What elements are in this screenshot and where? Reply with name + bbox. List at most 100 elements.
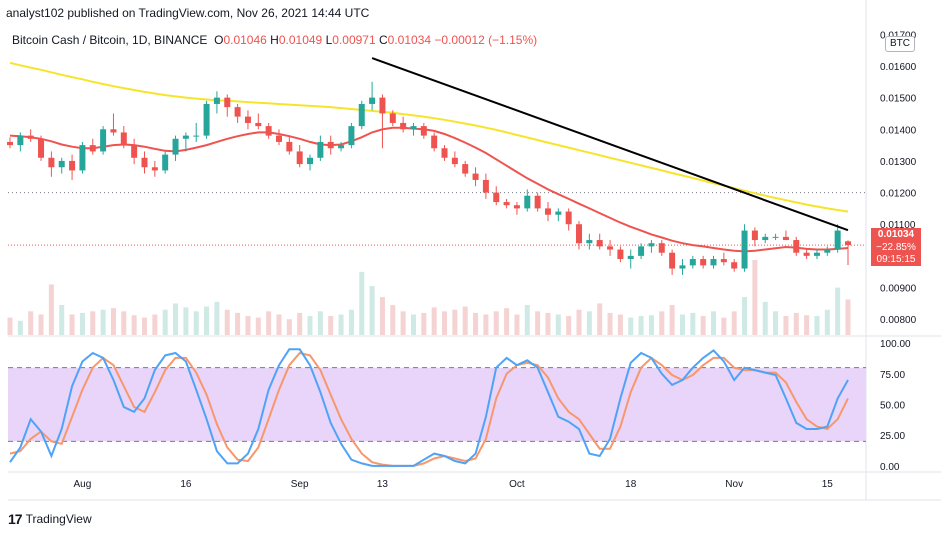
volume-bar [121,311,127,335]
volume-bar [566,316,572,335]
volume-bar [535,311,541,335]
osc-tick-label: 0.00 [880,462,900,473]
candle-body [358,103,365,127]
time-tick-label: 18 [625,479,637,490]
volume-bar [69,314,75,335]
volume-bar [400,311,406,335]
volume-bar [607,312,613,335]
volume-bar [297,312,303,335]
volume-bar [504,308,510,335]
candle-body [110,129,117,133]
publisher-caption: analyst102 published on TradingView.com,… [6,6,369,20]
candle-body [710,259,717,266]
candle-body [834,230,841,250]
candle-body [203,103,210,136]
open-label: O [214,33,224,47]
candle-body [379,97,386,114]
candle-body [389,113,396,123]
volume-bar [835,287,841,335]
volume-bar [524,305,530,335]
candle-body [472,173,479,180]
volume-bar [79,312,85,335]
close-value: 0.01034 [387,33,432,47]
volume-bar [483,314,489,335]
footer-brand[interactable]: 17 TradingView [8,511,92,527]
time-tick-label: 15 [822,479,834,490]
volume-bar [711,311,717,335]
candle-body [151,167,158,171]
volume-bar [742,297,748,335]
volume-bar [59,305,65,335]
volume-bar [90,311,96,335]
volume-bar [38,314,44,335]
candle-body [58,160,65,168]
candle-body [576,224,583,244]
candle-body [648,243,655,247]
candle-body [658,243,665,253]
volume-bar [773,311,779,335]
candle-body [89,145,96,152]
candle-body [275,135,282,142]
price-tick-label: 0.01600 [880,62,917,73]
candle-body [627,255,634,260]
candle-body [182,135,189,139]
osc-tick-label: 100.00 [880,339,911,350]
candle-body [751,230,758,241]
volume-bar [804,315,810,335]
volume-bar [462,306,468,335]
volume-bar [379,297,385,335]
candle-body [493,192,500,203]
candle-body [69,160,76,171]
volume-bar [276,314,282,335]
candle-body [741,230,748,269]
candle-body [17,135,24,146]
price-tick-label: 0.00900 [880,284,917,295]
volume-bar [307,316,313,335]
currency-badge[interactable]: BTC [885,36,915,52]
candle-body [482,179,489,193]
low-value: 0.00971 [332,33,376,47]
candle-body [731,262,738,269]
osc-tick-label: 75.00 [880,370,905,381]
volume-bar [286,319,292,335]
volume-bar [7,317,13,335]
volume-bar [162,309,168,335]
candle-body [420,126,427,136]
candle-body [27,135,34,139]
high-label: H [270,33,279,47]
candle-body [793,240,800,253]
volume-bar [152,314,158,335]
candle-body [244,116,251,123]
volume-bar [173,303,179,335]
volume-bar [545,312,551,335]
candle-body [79,145,86,171]
volume-bar [28,311,34,335]
candle-body [689,259,696,266]
tradingview-brand-text: TradingView [25,512,92,526]
candle-body [586,240,593,244]
candle-body [400,122,407,130]
last-price-tag: 0.01034 −22.85% 09:15:15 [871,228,921,266]
candle-body [534,195,541,209]
candle-body [48,157,55,168]
candle-body [503,202,510,206]
volume-bar [731,311,737,335]
volume-bar [793,312,799,335]
price-tick-label: 0.01100 [880,220,916,231]
publisher-text: analyst102 published on TradingView.com,… [6,6,370,20]
candle-body [513,205,520,209]
volume-bar [452,309,458,335]
candle-body [307,157,314,165]
candle-body [7,141,13,146]
volume-bar [752,260,758,335]
open-value: 0.01046 [223,33,267,47]
symbol-legend[interactable]: Bitcoin Cash / Bitcoin, 1D, BINANCE O0.0… [12,33,537,47]
volume-bar [442,311,448,335]
candle-body [286,141,293,152]
volume-bar [317,311,323,335]
volume-bar [597,303,603,335]
volume-bar [141,317,147,335]
volume-bar [514,314,520,335]
time-tick-label: Nov [725,479,743,490]
